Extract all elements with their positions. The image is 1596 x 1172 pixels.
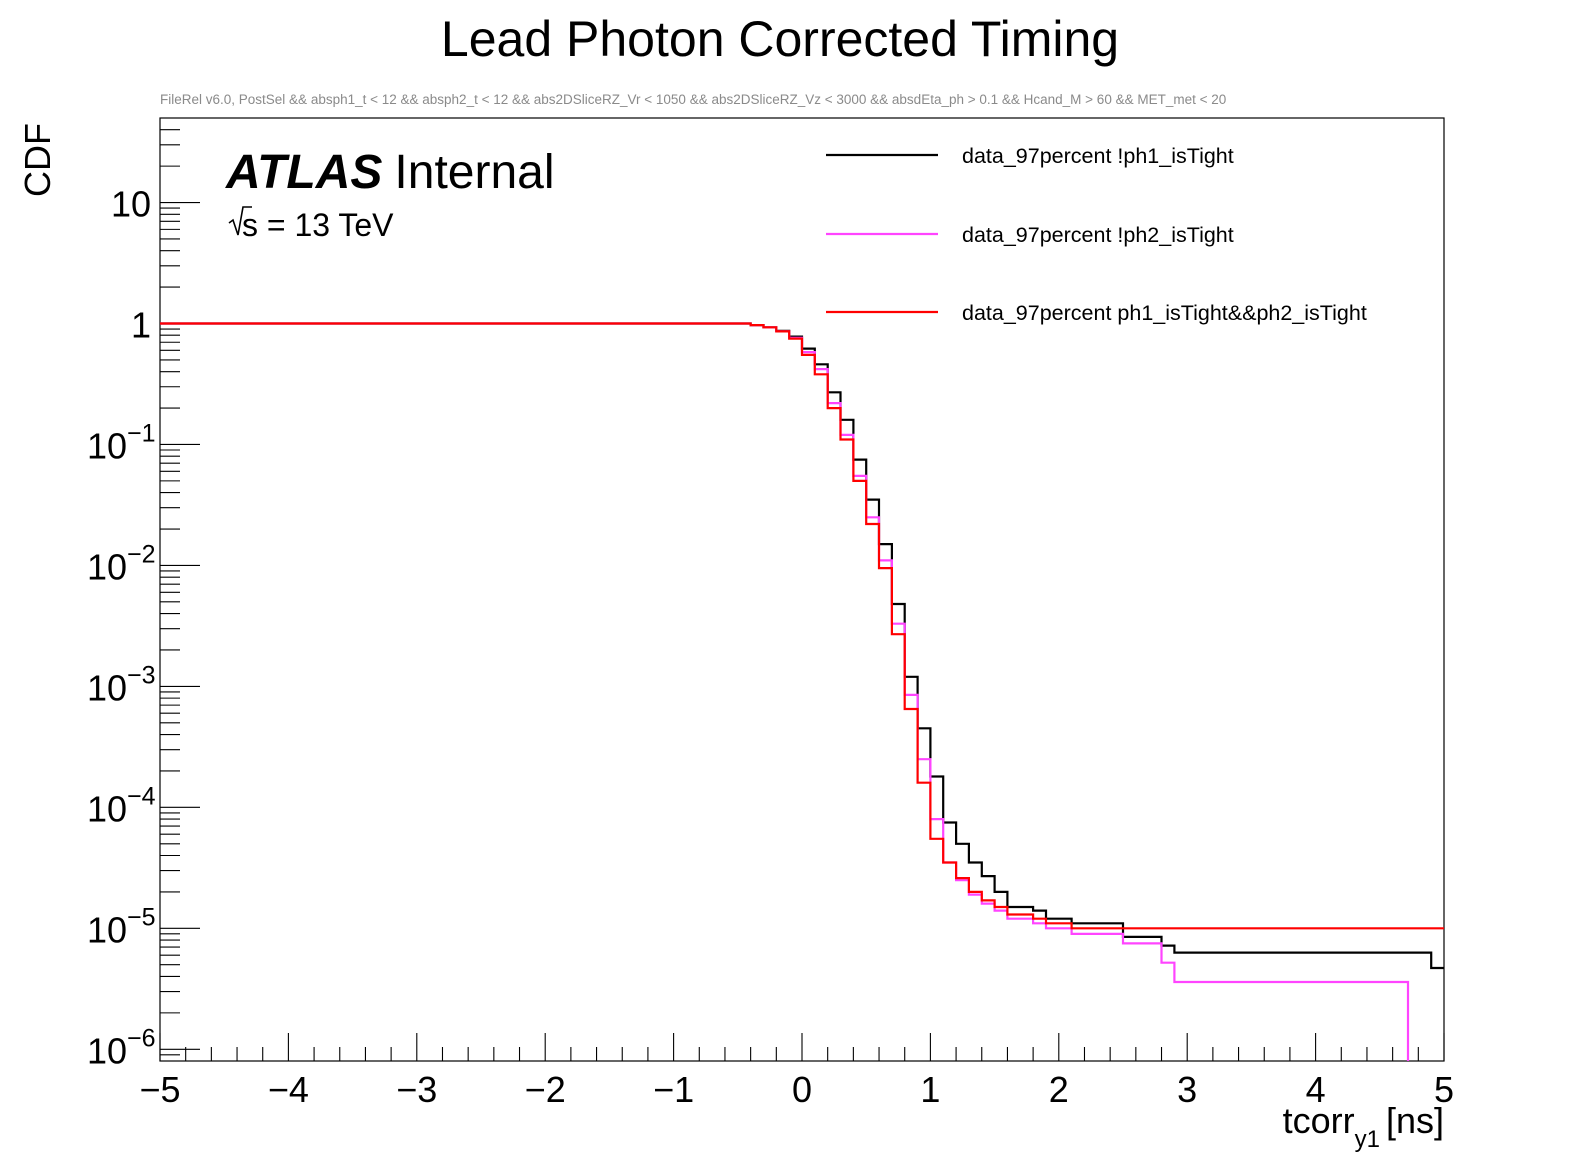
x-tick-label: −3 (396, 1069, 437, 1110)
y-tick-exponent: −1 (127, 419, 156, 447)
y-tick-exponent: −2 (127, 540, 156, 568)
y-tick-label: 10 (87, 667, 127, 708)
x-tick-label: 3 (1177, 1069, 1197, 1110)
x-axis-label: tcorry1 [ns] (1283, 1100, 1444, 1153)
y-tick-exponent: −5 (127, 903, 156, 931)
legend-label: data_97percent ph1_isTight&&ph2_isTight (962, 301, 1367, 325)
y-tick-label: 10 (87, 546, 127, 587)
x-tick-label: −2 (525, 1069, 566, 1110)
energy-label: s = 13 TeV (228, 206, 394, 243)
y-tick-exponent: −6 (127, 1024, 156, 1052)
sqrt-symbol (228, 206, 252, 236)
x-axis-label-unit: [ns] (1386, 1100, 1444, 1141)
y-tick-label: 10 (87, 425, 127, 466)
y-tick-label: 10 (111, 184, 151, 225)
y-tick-label: 1 (131, 305, 151, 346)
legend-label: data_97percent !ph2_isTight (962, 223, 1234, 247)
y-tick-label: 10 (87, 788, 127, 829)
chart-title: Lead Photon Corrected Timing (441, 11, 1119, 67)
atlas-label: ATLAS Internal (225, 146, 555, 199)
selection-subtitle: FileRel v6.0, PostSel && absph1_t < 12 &… (160, 92, 1226, 107)
y-tick-exponent: −4 (127, 782, 156, 810)
x-axis: −5 −4 −3 −2 −1 0 1 2 3 4 5 (139, 1033, 1454, 1110)
atlas-label-bold: ATLAS (225, 146, 382, 199)
x-tick-label: 2 (1049, 1069, 1069, 1110)
atlas-label-status: Internal (394, 146, 554, 199)
y-axis-label: CDF (17, 123, 58, 197)
x-tick-label: −4 (268, 1069, 309, 1110)
x-tick-label: −5 (139, 1069, 180, 1110)
x-tick-label: −1 (653, 1069, 694, 1110)
x-tick-label: 5 (1434, 1069, 1454, 1110)
x-tick-label: 4 (1306, 1069, 1326, 1110)
y-tick-label: 10 (87, 909, 127, 950)
x-axis-label-main: tcorr (1283, 1100, 1355, 1141)
series-group (160, 322, 1444, 1061)
series-line-1 (160, 322, 1444, 970)
y-tick-label: 10 (87, 1030, 127, 1071)
series-line-3 (160, 322, 1444, 930)
x-tick-label: 0 (792, 1069, 812, 1110)
x-axis-label-subscript: y1 (1355, 1126, 1380, 1153)
legend: data_97percent !ph1_isTight data_97percen… (826, 144, 1367, 325)
energy-label-text: s = 13 TeV (242, 207, 394, 243)
x-tick-label: 1 (920, 1069, 940, 1110)
y-tick-exponent: −3 (127, 661, 156, 689)
legend-label: data_97percent !ph1_isTight (962, 144, 1234, 168)
